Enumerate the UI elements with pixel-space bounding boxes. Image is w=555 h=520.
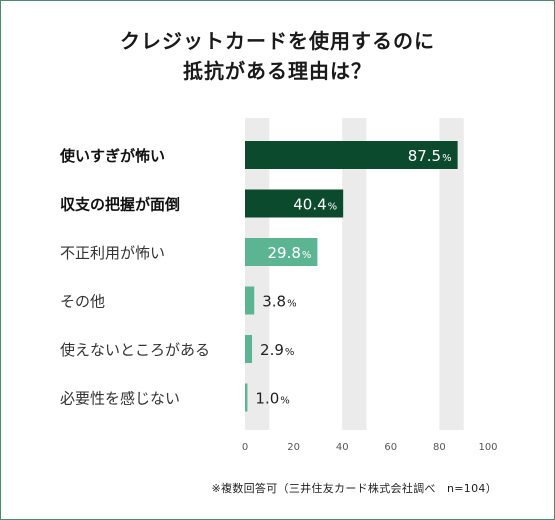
category-label: 収支の把握が面倒	[60, 196, 180, 214]
category-label: 不正利用が怖い	[60, 244, 165, 262]
x-tick-label: 0	[242, 442, 248, 453]
value-label: 1.0%	[255, 390, 289, 408]
bar	[245, 286, 255, 315]
grid-band	[245, 118, 270, 430]
bar-chart: 使いすぎが怖い 87.5% 収支の把握が面倒 40.4% 不正利用が怖い 29.8% その他…	[59, 118, 498, 453]
grid-band	[342, 118, 367, 430]
x-tick-label: 60	[384, 442, 397, 453]
x-tick-label: 40	[336, 442, 349, 453]
x-tick-label: 100	[478, 442, 497, 453]
category-label: 使いすぎが怖い	[59, 147, 165, 165]
x-tick-label: 20	[287, 442, 300, 453]
grid-band	[439, 118, 464, 430]
value-label: 3.8%	[262, 293, 296, 311]
bar	[245, 383, 248, 412]
footnote: ※複数回答可（三井住友カード株式会社調べ n=104）	[211, 482, 497, 495]
bar	[245, 189, 344, 218]
category-label: 必要性を感じない	[60, 390, 180, 408]
title-line-2: 抵抗がある理由は？	[183, 59, 372, 83]
category-label: 使えないところがある	[60, 341, 210, 359]
title-line-1: クレジットカードを使用するのに	[120, 29, 435, 53]
bar	[245, 141, 458, 169]
category-label: その他	[60, 293, 105, 311]
bar	[245, 335, 253, 363]
chart-title: クレジットカードを使用するのに 抵抗がある理由は？	[0, 26, 555, 86]
value-label: 2.9%	[260, 341, 294, 359]
value-label: 40.4%	[293, 196, 337, 214]
bar	[245, 238, 318, 266]
x-tick-label: 80	[433, 442, 446, 453]
value-label: 29.8%	[267, 244, 311, 262]
value-label: 87.5%	[408, 147, 452, 165]
